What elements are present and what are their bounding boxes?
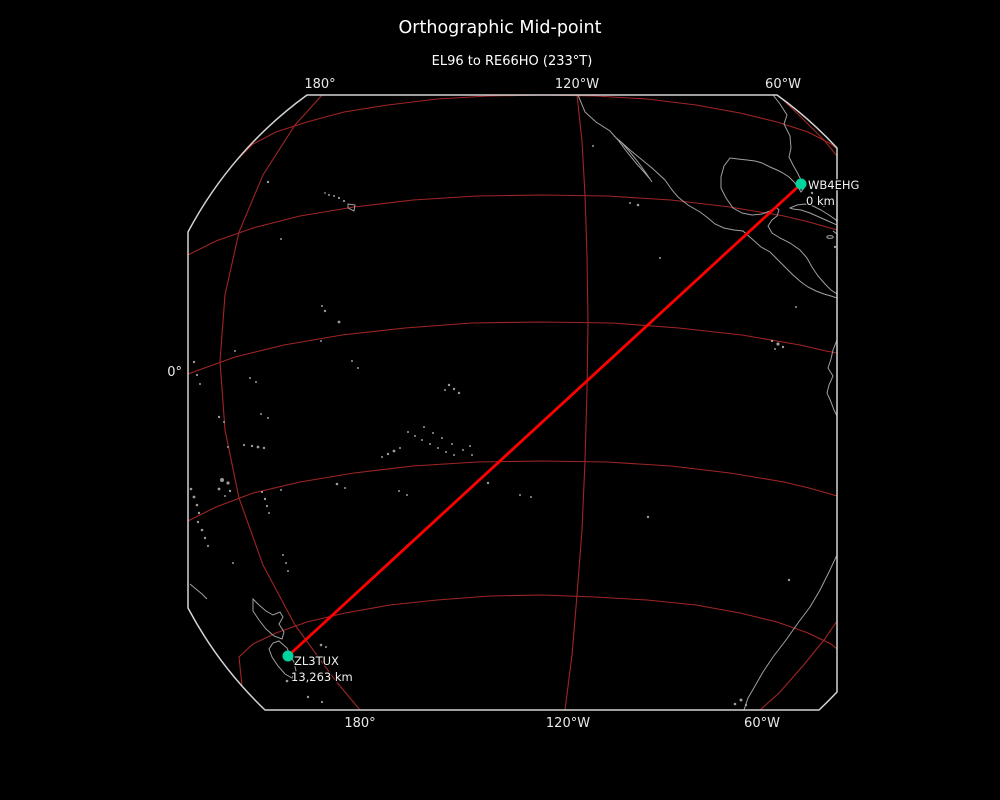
meridian-60w-north [777,95,837,157]
tick-top-60w: 60°W [765,77,801,92]
tick-left-equator: 0° [167,365,182,380]
coast-gulf-florida-atlantic [720,95,837,295]
coast-south-america-north [826,339,837,417]
tick-top-120w: 120°W [555,77,599,92]
station-distance: 13,263 km [291,670,353,684]
island-specks [189,145,837,707]
parallel-20s [188,460,837,522]
meridian-120w [564,95,589,710]
station-dot-icon [795,178,807,190]
tick-bottom-60w: 60°W [744,716,780,731]
coast-chile [743,554,837,710]
coast-new-caledonia [189,583,208,600]
tick-bottom-180: 180° [344,716,375,731]
coast-nz-north-island [252,597,285,640]
tick-bottom-120w: 120°W [546,716,590,731]
parallel-20n [188,194,837,256]
meridian-180 [219,95,361,710]
coast-hawaii-big-island [347,203,356,212]
page-title: Orthographic Mid-point [399,18,602,38]
map-border [187,94,838,711]
map-subtitle: EL96 to RE66HO (233°T) [432,54,593,69]
station-marker-zl3tux: ZL3TUX 13,263 km [282,650,354,685]
station-distance: 0 km [806,194,835,208]
station-callsign: ZL3TUX [294,654,339,668]
parallel-equator [188,321,837,375]
coast-north-america-pacific [577,95,837,299]
great-circle-path [287,182,802,658]
station-callsign: WB4EHG [808,178,859,192]
coastlines [189,95,837,710]
station-marker-wb4ehg: WB4EHG 0 km [795,177,861,209]
coast-cuba [788,203,837,226]
tick-top-180: 180° [304,77,335,92]
meridian-60w-south [759,620,837,710]
coast-jamaica [826,235,834,239]
station-dot-icon [282,650,294,662]
